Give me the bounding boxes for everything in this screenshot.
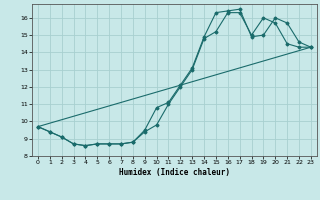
X-axis label: Humidex (Indice chaleur): Humidex (Indice chaleur) [119, 168, 230, 177]
